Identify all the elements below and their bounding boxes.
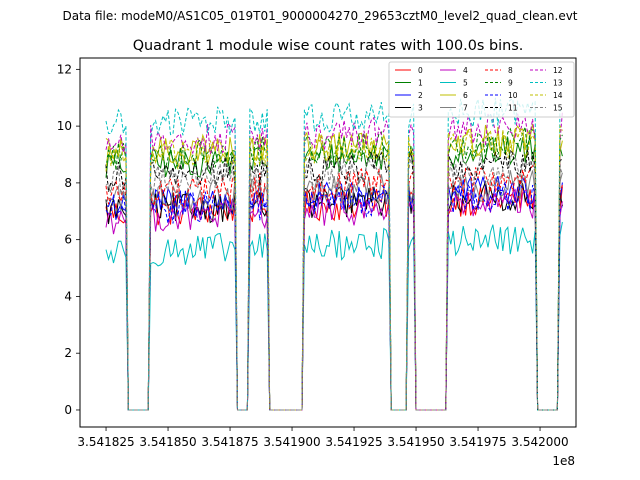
x-tick-label: 3.541900 bbox=[263, 435, 320, 449]
legend-label: 3 bbox=[418, 104, 423, 113]
y-tick-label: 4 bbox=[64, 289, 72, 303]
y-axis: 0 2 4 6 8 10 12 bbox=[57, 62, 80, 417]
x-tick-label: 3.541950 bbox=[387, 435, 444, 449]
y-tick-label: 10 bbox=[57, 119, 72, 133]
series-layer bbox=[105, 97, 563, 411]
legend-label: 9 bbox=[508, 79, 513, 88]
series-line-15 bbox=[105, 151, 563, 411]
x-tick-label: 3.541850 bbox=[139, 435, 196, 449]
series-line-14 bbox=[105, 125, 563, 411]
series-line-10 bbox=[105, 181, 563, 411]
x-axis: 3.541825 3.541850 3.541875 3.541900 3.541925… bbox=[77, 427, 569, 449]
y-tick-label: 2 bbox=[64, 346, 72, 360]
y-tick-label: 6 bbox=[64, 233, 72, 247]
x-tick-label: 3.541825 bbox=[77, 435, 134, 449]
y-tick-label: 8 bbox=[64, 176, 72, 190]
legend-label: 14 bbox=[553, 91, 563, 100]
x-offset-label: 1e8 bbox=[552, 454, 575, 468]
legend-label: 4 bbox=[463, 66, 468, 75]
y-tick-label: 0 bbox=[64, 403, 72, 417]
x-tick-label: 3.541975 bbox=[449, 435, 506, 449]
legend-label: 10 bbox=[508, 91, 518, 100]
legend-label: 5 bbox=[463, 79, 468, 88]
series-line-12 bbox=[105, 111, 563, 411]
legend-label: 15 bbox=[553, 104, 563, 113]
series-line-5 bbox=[105, 221, 563, 411]
figure-suptitle: Data file: modeM0/AS1C05_019T01_90000042… bbox=[62, 9, 577, 23]
plot-frame bbox=[79, 57, 577, 428]
x-tick-label: 3.541925 bbox=[325, 435, 382, 449]
legend-label: 11 bbox=[508, 104, 518, 113]
legend-label: 13 bbox=[553, 79, 563, 88]
series-line-4 bbox=[105, 188, 563, 411]
legend-label: 8 bbox=[508, 66, 513, 75]
series-line-11 bbox=[105, 148, 563, 411]
legend-label: 12 bbox=[553, 66, 563, 75]
x-tick-label: 3.542000 bbox=[511, 435, 568, 449]
chart-title: Quadrant 1 module wise count rates with … bbox=[133, 38, 524, 54]
legend-label: 0 bbox=[418, 66, 423, 75]
legend-frame bbox=[388, 61, 575, 118]
series-line-13 bbox=[105, 97, 563, 411]
legend-label: 1 bbox=[418, 79, 423, 88]
y-tick-label: 12 bbox=[57, 62, 72, 76]
x-tick-label: 3.541875 bbox=[201, 435, 258, 449]
legend-label: 7 bbox=[463, 104, 468, 113]
series-line-0 bbox=[105, 184, 563, 411]
series-line-9 bbox=[105, 127, 563, 411]
legend-label: 6 bbox=[463, 91, 468, 100]
legend-label: 2 bbox=[418, 91, 423, 100]
series-line-8 bbox=[105, 161, 563, 411]
